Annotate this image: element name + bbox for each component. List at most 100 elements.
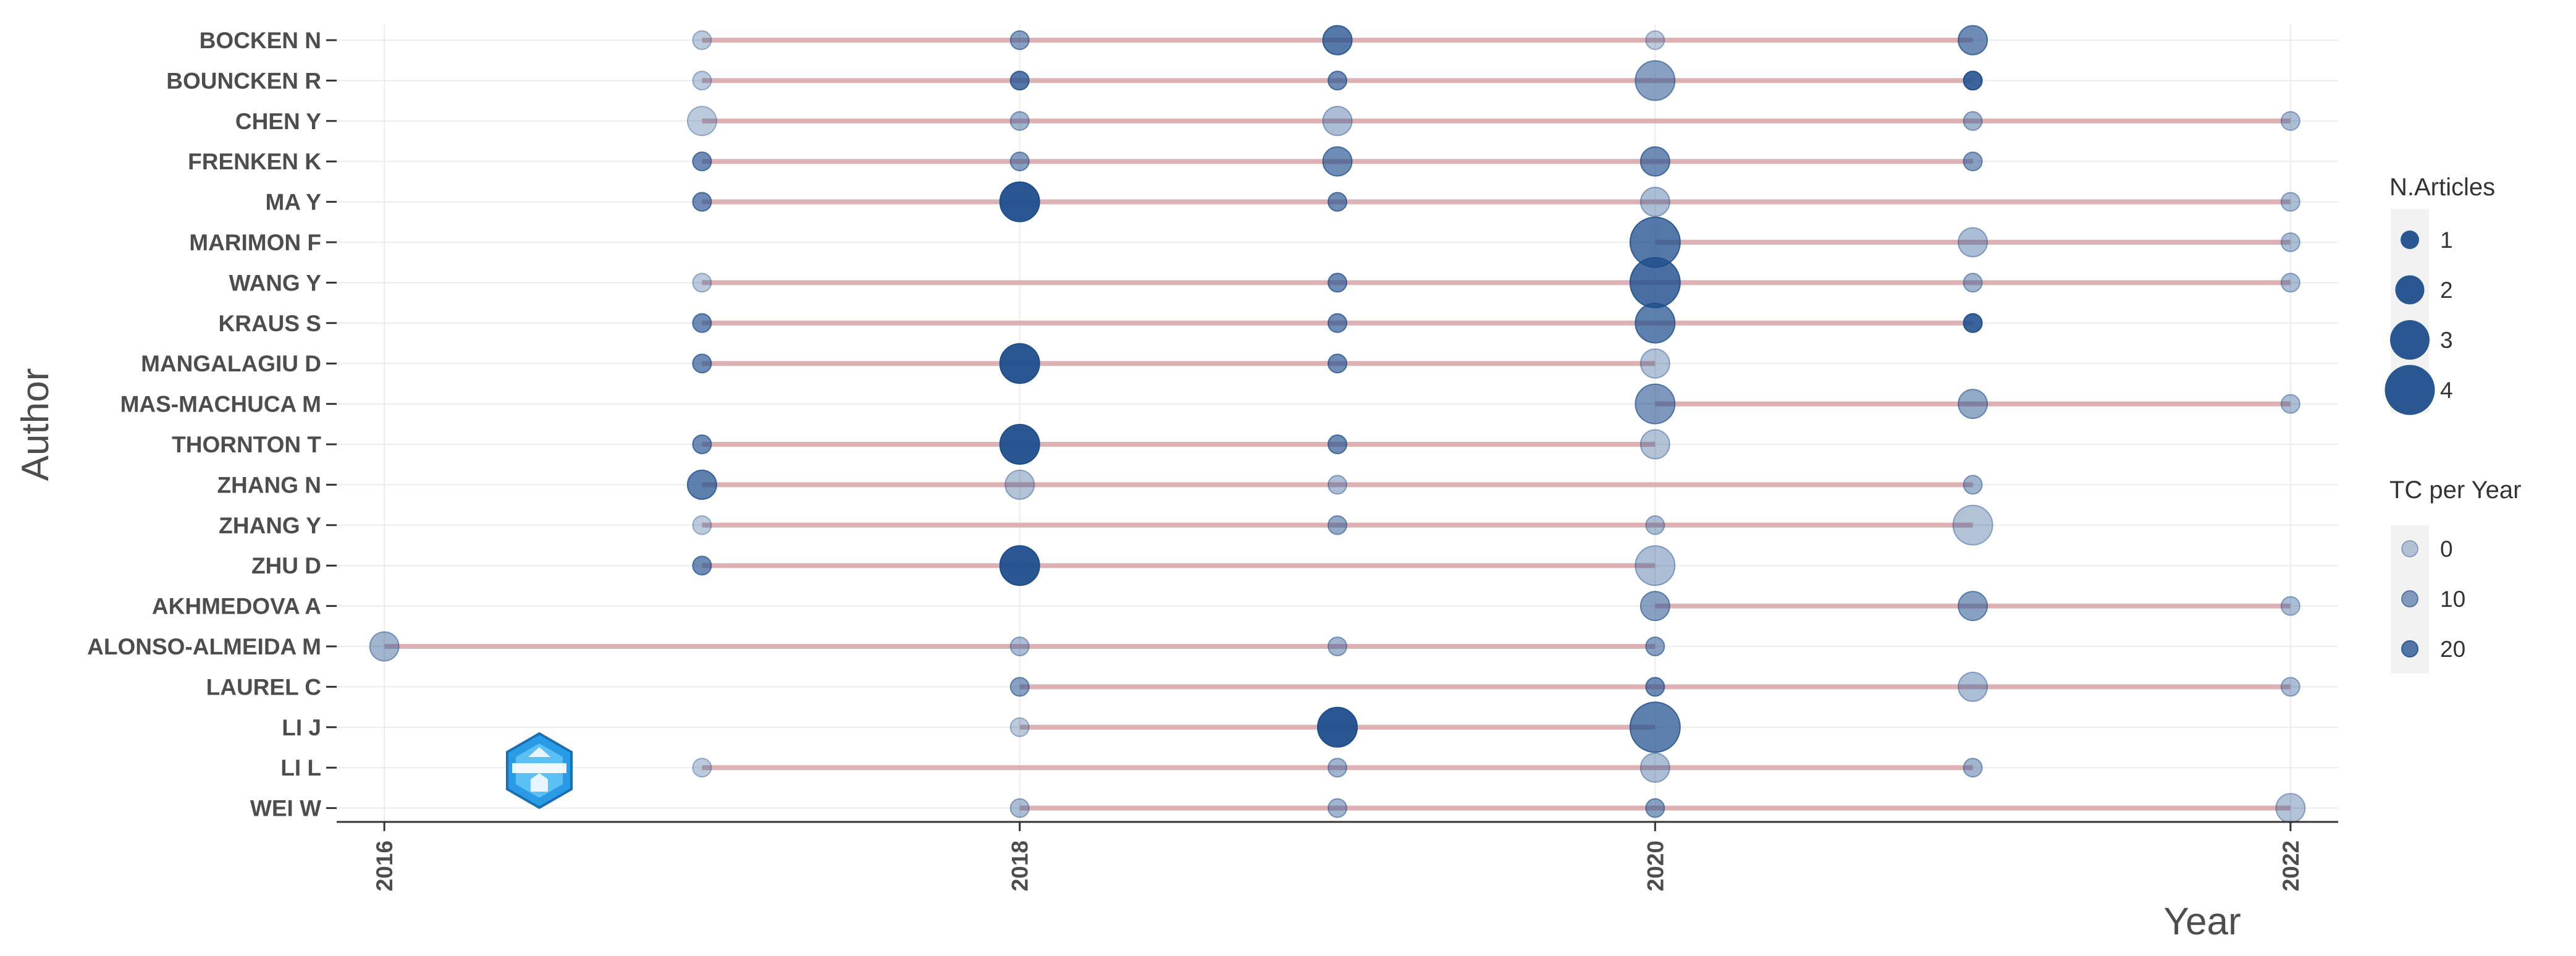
data-point bbox=[1009, 111, 1030, 131]
data-point bbox=[1328, 515, 1347, 535]
data-point bbox=[1958, 389, 1989, 420]
data-point bbox=[692, 353, 712, 374]
y-tick-label: ZHANG N bbox=[217, 472, 321, 497]
data-point bbox=[1958, 25, 1989, 56]
y-tick-label: MANGALAGIU D bbox=[141, 351, 321, 376]
data-point bbox=[692, 273, 712, 293]
color-legend-key bbox=[2401, 640, 2418, 658]
data-point bbox=[1635, 60, 1676, 101]
x-tick-label: 2016 bbox=[372, 840, 397, 891]
data-point bbox=[2280, 394, 2300, 414]
data-point bbox=[1328, 475, 1347, 495]
data-point bbox=[369, 631, 400, 662]
data-point bbox=[1639, 146, 1670, 177]
data-point bbox=[1639, 187, 1670, 218]
data-point bbox=[692, 515, 712, 535]
data-point bbox=[1645, 677, 1665, 697]
data-point bbox=[1328, 313, 1347, 333]
data-point bbox=[692, 313, 712, 333]
data-point bbox=[692, 192, 712, 212]
y-tick-label: FRENKEN K bbox=[188, 149, 321, 174]
data-point bbox=[692, 70, 712, 91]
data-point bbox=[1629, 701, 1681, 753]
data-point bbox=[2280, 273, 2300, 293]
data-point bbox=[1958, 671, 1989, 702]
data-point bbox=[1009, 637, 1030, 656]
data-point bbox=[2280, 192, 2300, 212]
y-tick-label: MA Y bbox=[266, 190, 322, 215]
y-tick-label: THORNTON T bbox=[172, 432, 321, 457]
data-point bbox=[1645, 637, 1665, 656]
data-point bbox=[2280, 677, 2300, 697]
color-legend-key bbox=[2401, 590, 2418, 607]
data-point bbox=[2280, 596, 2300, 616]
data-point bbox=[1322, 146, 1353, 177]
data-point bbox=[1009, 717, 1030, 737]
data-point bbox=[2280, 232, 2300, 252]
data-point bbox=[1629, 256, 1681, 308]
data-point bbox=[692, 556, 712, 576]
y-tick-label: BOCKEN N bbox=[200, 28, 321, 53]
y-tick-label: MAS-MACHUCA M bbox=[120, 392, 321, 417]
data-point bbox=[1963, 273, 1983, 293]
data-point bbox=[1645, 515, 1665, 535]
size-legend-label: 4 bbox=[2440, 378, 2453, 403]
size-legend-key bbox=[2401, 231, 2419, 249]
size-legend-label: 1 bbox=[2440, 227, 2453, 253]
y-tick-label: CHEN Y bbox=[235, 109, 321, 134]
y-tick-label: LAUREL C bbox=[206, 674, 321, 700]
x-tick-label: 2018 bbox=[1008, 840, 1033, 891]
data-point bbox=[1328, 798, 1347, 818]
size-legend-key bbox=[2390, 320, 2430, 360]
data-point bbox=[1328, 70, 1347, 91]
y-tick-label: AKHMEDOVA A bbox=[152, 594, 321, 619]
y-tick-label: ALONSO-ALMEIDA M bbox=[87, 634, 321, 659]
data-point bbox=[2280, 111, 2300, 131]
gridlines bbox=[337, 25, 2338, 822]
data-point bbox=[1639, 429, 1670, 460]
data-point bbox=[1328, 758, 1347, 778]
data-point bbox=[692, 151, 712, 172]
y-tick-label: ZHU D bbox=[251, 553, 321, 578]
data-point bbox=[1639, 752, 1670, 783]
data-point bbox=[1963, 313, 1983, 333]
data-point bbox=[1635, 383, 1676, 425]
color-legend-title: TC per Year bbox=[2389, 476, 2521, 504]
color-legend: TC per Year 0 10 20 bbox=[2389, 476, 2521, 674]
y-tick-label: ZHANG Y bbox=[219, 513, 321, 538]
data-point bbox=[1963, 758, 1983, 778]
data-point bbox=[1328, 192, 1347, 212]
y-tick-label: LI J bbox=[282, 715, 321, 740]
data-point bbox=[1963, 151, 1983, 172]
data-point bbox=[999, 343, 1040, 384]
x-tick-label: 2022 bbox=[2278, 840, 2304, 891]
data-point bbox=[1639, 591, 1670, 622]
data-point bbox=[1328, 637, 1347, 656]
y-tick-label: KRAUS S bbox=[218, 311, 321, 336]
y-tick-label: WANG Y bbox=[229, 270, 322, 295]
data-point bbox=[999, 424, 1040, 465]
size-legend-label: 2 bbox=[2440, 277, 2453, 303]
color-legend-label: 0 bbox=[2440, 536, 2453, 562]
y-axis-title: Author bbox=[14, 368, 57, 481]
data-point bbox=[1317, 706, 1358, 748]
logo-badge bbox=[506, 732, 573, 810]
data-point bbox=[1635, 545, 1676, 586]
data-point bbox=[1009, 677, 1030, 697]
y-tick-label: MARIMON F bbox=[189, 230, 321, 255]
data-point bbox=[692, 30, 712, 50]
data-point bbox=[1322, 106, 1353, 137]
x-axis-title: Year bbox=[2163, 900, 2241, 943]
y-tick-label: LI L bbox=[280, 755, 321, 780]
color-legend-key bbox=[2401, 540, 2418, 557]
data-point bbox=[692, 434, 712, 454]
data-point bbox=[1328, 273, 1347, 293]
data-point bbox=[1639, 348, 1670, 379]
size-legend-key bbox=[2395, 275, 2425, 305]
data-point bbox=[1963, 70, 1983, 91]
data-point bbox=[692, 758, 712, 778]
data-point bbox=[1952, 504, 1993, 546]
data-point bbox=[999, 545, 1040, 586]
